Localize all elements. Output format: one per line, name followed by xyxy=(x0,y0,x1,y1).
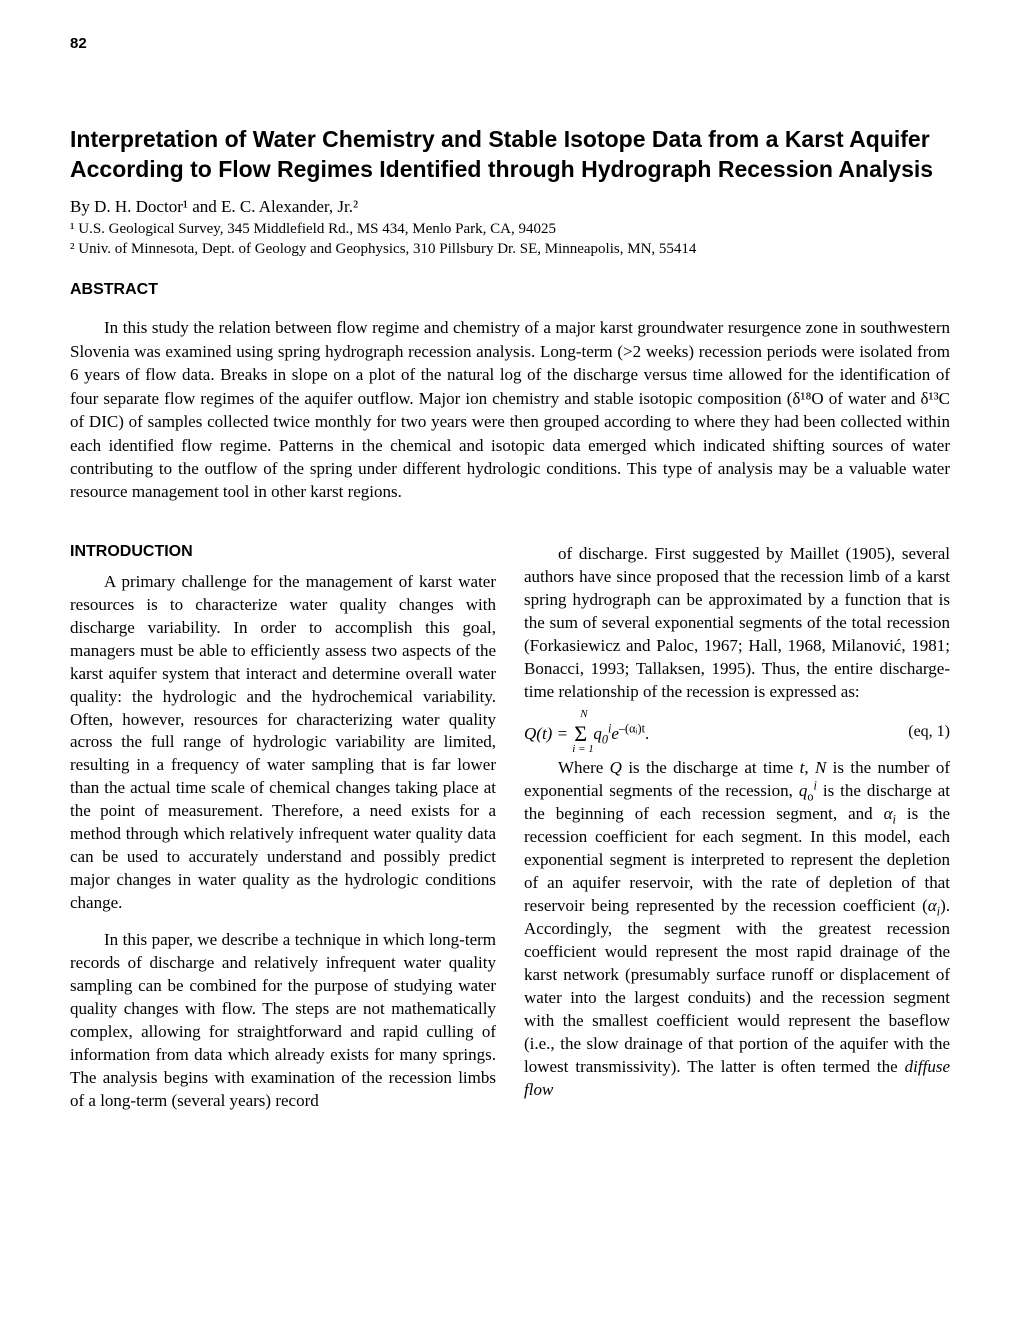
sym-Q: Q xyxy=(610,758,622,777)
sum-lower: i = 1 xyxy=(572,743,593,755)
paper-title: Interpretation of Water Chemistry and St… xyxy=(70,125,950,185)
sym-N: N xyxy=(815,758,826,777)
introduction-heading: INTRODUCTION xyxy=(70,543,496,561)
authors-line: By D. H. Doctor¹ and E. C. Alexander, Jr… xyxy=(70,197,950,217)
col2-paragraph-1: of discharge. First suggested by Maillet… xyxy=(524,543,950,704)
exp-power: –(αᵢ)t xyxy=(619,722,645,736)
eq-lhs: Q(t) = xyxy=(524,724,572,743)
page: 82 Interpretation of Water Chemistry and… xyxy=(0,0,1020,1320)
two-column-body: INTRODUCTION A primary challenge for the… xyxy=(70,521,950,1113)
eq-period: . xyxy=(645,724,649,743)
affiliation-1: ¹ U.S. Geological Survey, 345 Middlefiel… xyxy=(70,219,950,239)
t-m6: ). Accordingly, the segment with the gre… xyxy=(524,896,950,1076)
page-number: 82 xyxy=(70,35,87,52)
col2-paragraph-2: Where Q is the discharge at time t, N is… xyxy=(524,757,950,1101)
sym-alpha: α xyxy=(884,804,893,823)
e-symbol: e xyxy=(611,724,619,743)
sum-upper: N xyxy=(580,708,587,720)
abstract-heading: ABSTRACT xyxy=(70,281,950,299)
abstract-text: In this study the relation between flow … xyxy=(70,316,950,504)
left-column: INTRODUCTION A primary challenge for the… xyxy=(70,521,496,1113)
t-m2: , xyxy=(804,758,815,777)
intro-paragraph-2: In this paper, we describe a technique i… xyxy=(70,929,496,1113)
intro-paragraph-1: A primary challenge for the management o… xyxy=(70,571,496,915)
sym-alpha-2: α xyxy=(928,896,937,915)
t-m1: is the discharge at time xyxy=(622,758,800,777)
right-column: of discharge. First suggested by Maillet… xyxy=(524,521,950,1113)
equation-body: Q(t) = N Σ i = 1 q0ie–(αᵢ)t. xyxy=(524,719,649,745)
affiliation-2: ² Univ. of Minnesota, Dept. of Geology a… xyxy=(70,239,950,259)
t-pre: Where xyxy=(558,758,610,777)
equation-label: (eq, 1) xyxy=(908,723,950,741)
q-symbol: q xyxy=(593,724,602,743)
summation: N Σ i = 1 xyxy=(574,719,587,745)
equation-1: Q(t) = N Σ i = 1 q0ie–(αᵢ)t. (eq, 1) xyxy=(524,719,950,745)
